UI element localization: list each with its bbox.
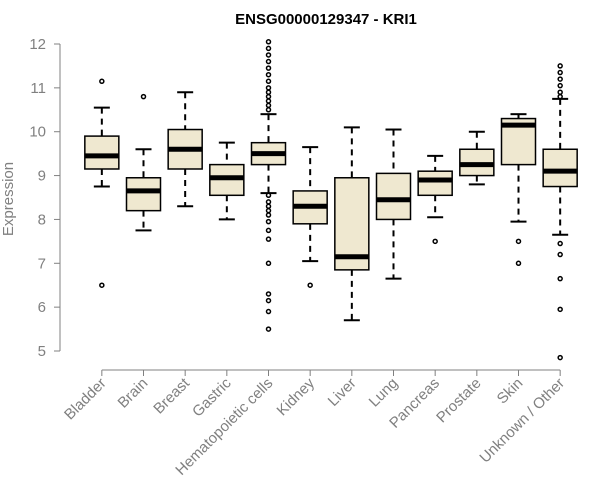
- outlier-hematopoietic-cells-23: [265, 297, 272, 304]
- outlier-hematopoietic-cells-4: [265, 65, 272, 71]
- y-axis: 5 6 7 8 9 10 11 12: [29, 36, 61, 360]
- y-tick-label-10: 10: [29, 124, 46, 141]
- outlier-kidney-0: [307, 282, 313, 288]
- box-group-skin: [500, 113, 537, 267]
- outlier-pancreas-0: [432, 238, 438, 245]
- outlier-unknown-other-1: [557, 69, 563, 76]
- chart-title: ENSG00000129347 - KRI1: [235, 11, 417, 28]
- outlier-hematopoietic-cells-20: [265, 236, 272, 242]
- outlier-hematopoietic-cells-10: [265, 98, 272, 104]
- outlier-hematopoietic-cells-9: [265, 93, 272, 100]
- outlier-hematopoietic-cells-5: [265, 71, 272, 78]
- outlier-hematopoietic-cells-22: [265, 291, 272, 297]
- outlier-hematopoietic-cells-0: [265, 39, 272, 45]
- outlier-unknown-other-3: [557, 82, 563, 89]
- outlier-hematopoietic-cells-1: [265, 45, 272, 52]
- box-lung: [375, 172, 412, 221]
- x-tick-label-breast: Breast: [150, 374, 193, 417]
- y-tick-label-9: 9: [38, 168, 46, 185]
- outlier-hematopoietic-cells-15: [265, 203, 272, 210]
- x-tick-label-kidney: Kidney: [274, 374, 319, 419]
- outlier-unknown-other-5: [557, 93, 563, 100]
- x-tick-label-prostate: Prostate: [433, 375, 485, 427]
- x-tick-label-skin: Skin: [494, 375, 527, 408]
- outlier-hematopoietic-cells-3: [265, 58, 272, 65]
- outlier-hematopoietic-cells-11: [265, 102, 272, 109]
- y-tick-label-7: 7: [38, 255, 46, 272]
- box-group-gastric: [209, 141, 245, 221]
- outlier-unknown-other-2: [557, 76, 563, 82]
- outlier-hematopoietic-cells-6: [265, 78, 272, 85]
- outlier-unknown-other-7: [557, 251, 563, 258]
- outlier-hematopoietic-cells-12: [265, 107, 272, 113]
- y-tick-label-5: 5: [38, 343, 46, 360]
- outlier-hematopoietic-cells-24: [265, 308, 272, 315]
- outlier-hematopoietic-cells-8: [265, 89, 272, 95]
- outlier-unknown-other-6: [557, 240, 563, 247]
- outlier-hematopoietic-cells-17: [265, 212, 272, 218]
- y-tick-label-8: 8: [38, 211, 46, 228]
- y-tick-label-11: 11: [30, 80, 46, 97]
- y-tick-label-12: 12: [29, 36, 46, 53]
- box-group-pancreas: [417, 154, 453, 245]
- outlier-hematopoietic-cells-16: [265, 207, 272, 214]
- outlier-hematopoietic-cells-18: [265, 218, 272, 225]
- y-tick-label-6: 6: [38, 299, 46, 316]
- box-group-bladder: [84, 78, 120, 288]
- outlier-unknown-other-4: [557, 89, 563, 95]
- outlier-hematopoietic-cells-13: [265, 192, 272, 199]
- outlier-unknown-other-8: [557, 275, 563, 282]
- outlier-skin-1: [515, 260, 522, 267]
- box-brain: [125, 177, 162, 212]
- box-group-breast: [167, 91, 203, 208]
- outlier-unknown-other-10: [557, 354, 563, 361]
- box-group-brain: [125, 93, 162, 232]
- outlier-hematopoietic-cells-19: [265, 227, 272, 234]
- box-group-lung: [375, 128, 412, 280]
- outlier-hematopoietic-cells-14: [265, 199, 272, 205]
- box-group-hematopoietic-cells: [250, 39, 287, 332]
- outlier-brain-0: [140, 93, 147, 100]
- outlier-unknown-other-9: [557, 306, 563, 313]
- outlier-hematopoietic-cells-2: [265, 52, 272, 58]
- box-group-unknown-other: [542, 63, 578, 361]
- outlier-skin-0: [515, 238, 522, 245]
- x-tick-label-bladder: Bladder: [61, 375, 110, 424]
- x-tick-label-lung: Lung: [366, 375, 402, 411]
- box-group-prostate: [459, 130, 495, 186]
- outlier-unknown-other-0: [557, 63, 563, 69]
- outlier-hematopoietic-cells-7: [265, 85, 272, 91]
- x-tick-label-brain: Brain: [115, 375, 152, 412]
- box-unknown-other: [542, 148, 578, 188]
- outlier-bladder-1: [99, 282, 105, 288]
- box-bladder: [84, 135, 120, 170]
- boxes-layer: [84, 39, 578, 361]
- outlier-bladder-0: [99, 78, 105, 85]
- outlier-hematopoietic-cells-25: [265, 326, 272, 332]
- box-pancreas: [417, 170, 453, 197]
- x-tick-label-liver: Liver: [325, 375, 360, 410]
- box-group-liver: [334, 126, 370, 322]
- box-group-kidney: [292, 146, 328, 288]
- outlier-hematopoietic-cells-21: [265, 260, 272, 267]
- y-axis-label: Expression: [0, 162, 17, 236]
